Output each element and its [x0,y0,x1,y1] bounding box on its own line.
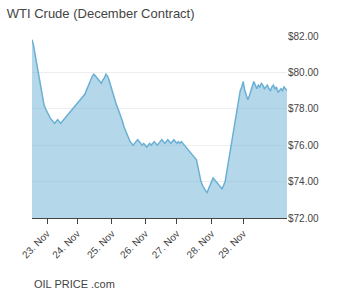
svg-text:26. Nov: 26. Nov [118,228,150,260]
svg-text:29. Nov: 29. Nov [216,228,248,260]
svg-text:27. Nov: 27. Nov [150,228,182,260]
svg-text:28. Nov: 28. Nov [184,228,216,260]
svg-text:$74.00: $74.00 [288,176,319,187]
svg-text:$80.00: $80.00 [288,67,319,78]
svg-text:23. Nov: 23. Nov [20,228,52,260]
svg-text:OIL PRICE .com: OIL PRICE .com [34,278,115,290]
svg-text:24. Nov: 24. Nov [50,228,82,260]
svg-text:$82.00: $82.00 [288,31,319,42]
svg-text:WTI Crude (December Contract): WTI Crude (December Contract) [7,6,195,21]
svg-text:$78.00: $78.00 [288,103,319,114]
svg-text:$76.00: $76.00 [288,140,319,151]
svg-text:25. Nov: 25. Nov [85,228,117,260]
svg-text:$72.00: $72.00 [288,213,319,224]
